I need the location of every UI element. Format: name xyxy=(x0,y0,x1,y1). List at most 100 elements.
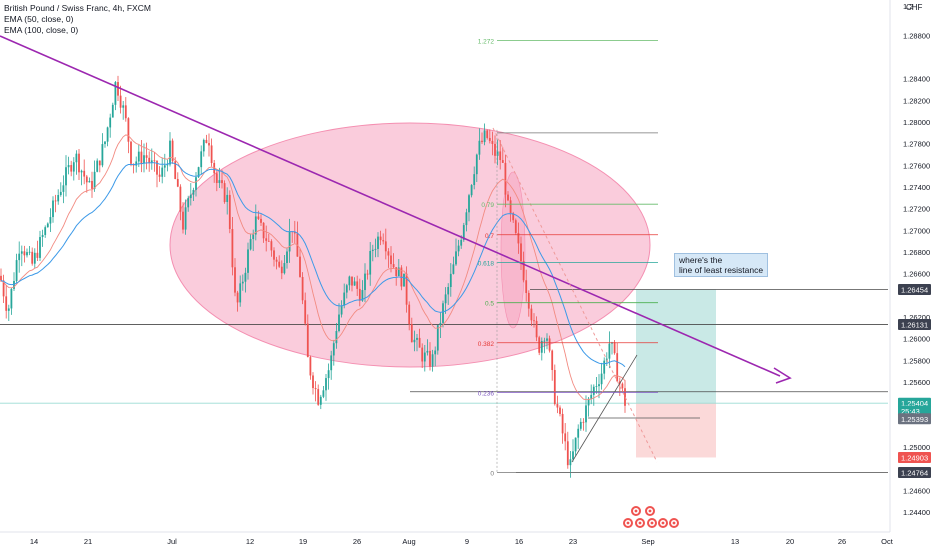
candle-body xyxy=(163,165,166,168)
time-tick-label: 16 xyxy=(515,537,523,546)
candle-body xyxy=(33,252,36,264)
time-tick-label: 23 xyxy=(569,537,577,546)
fib-label: 0.618 xyxy=(478,261,495,268)
fib-label: 0.382 xyxy=(478,341,495,348)
candle-body xyxy=(83,170,86,177)
candle xyxy=(236,290,239,312)
candle xyxy=(371,244,374,262)
candle-body xyxy=(286,251,288,264)
candle-body xyxy=(481,140,483,143)
candle-body xyxy=(332,343,335,356)
candle xyxy=(517,222,520,254)
candle xyxy=(5,284,8,319)
price-tag: 1.24903 xyxy=(898,451,931,463)
candle-body xyxy=(501,160,504,163)
price-tag: 1.26131 xyxy=(898,318,931,330)
price-tag: 1.26454 xyxy=(898,283,931,295)
candle xyxy=(514,218,517,235)
time-tick-label: 21 xyxy=(84,537,92,546)
candle xyxy=(421,343,424,369)
candle xyxy=(478,128,481,160)
candle xyxy=(31,247,34,266)
candle-body xyxy=(371,249,374,252)
candle xyxy=(418,328,421,348)
candle xyxy=(382,233,385,245)
candle xyxy=(104,140,106,148)
price-tag: 1.25393 xyxy=(898,413,931,425)
candle xyxy=(267,233,270,242)
fib-level: 0 xyxy=(490,471,658,478)
candle xyxy=(577,424,580,449)
candle-body xyxy=(210,145,213,163)
candle-body xyxy=(499,151,502,161)
annotation-note[interactable]: where's the line of least resistance xyxy=(674,253,769,277)
candle-body xyxy=(374,248,377,250)
candle-body xyxy=(46,223,49,228)
ema100-line xyxy=(0,162,626,368)
candle xyxy=(624,380,626,413)
candle-body xyxy=(75,153,78,163)
candle xyxy=(353,277,356,286)
candle xyxy=(390,246,392,273)
candle xyxy=(559,405,561,417)
candle xyxy=(343,283,346,309)
candle xyxy=(527,290,530,317)
candle xyxy=(345,283,348,299)
candle-body xyxy=(39,237,41,258)
candle xyxy=(535,316,538,342)
candle-body xyxy=(299,256,301,277)
candle-body xyxy=(23,251,26,256)
candle-body xyxy=(88,180,91,183)
price-tick-label: 1.25600 xyxy=(903,378,930,387)
candle-body xyxy=(579,421,582,429)
candle xyxy=(13,272,15,291)
candle xyxy=(325,374,327,401)
candle xyxy=(270,239,273,257)
candle xyxy=(413,330,416,352)
candle-body xyxy=(322,390,325,397)
event-flag-dot xyxy=(638,521,642,525)
candle-body xyxy=(348,276,351,286)
candle xyxy=(507,191,509,202)
candle-body xyxy=(556,404,559,408)
candle xyxy=(330,350,333,380)
candle-body xyxy=(566,441,569,466)
price-tag-label: 1.26131 xyxy=(901,320,928,329)
candle xyxy=(85,174,88,193)
fib-label: 0.236 xyxy=(478,390,495,397)
candle-body xyxy=(436,325,439,351)
candle xyxy=(59,182,62,197)
candle-body xyxy=(65,167,67,186)
candle xyxy=(18,241,21,273)
candle-body xyxy=(598,384,600,387)
candle-body xyxy=(416,337,418,340)
candle-body xyxy=(223,183,226,202)
candle-body xyxy=(551,350,554,371)
price-tick-label: 1.27000 xyxy=(903,226,930,235)
candle-body xyxy=(585,405,587,423)
candle xyxy=(356,275,359,297)
candle-body xyxy=(117,82,119,96)
candle xyxy=(52,196,54,223)
candle xyxy=(533,313,535,328)
price-tick-label: 1.27800 xyxy=(903,140,930,149)
candle-body xyxy=(166,164,169,166)
event-flag-icon xyxy=(631,506,641,516)
candle xyxy=(465,208,468,232)
candle-body xyxy=(369,251,372,275)
candle-body xyxy=(70,165,73,172)
candle-body xyxy=(218,180,221,183)
time-tick-label: 13 xyxy=(731,537,739,546)
candle xyxy=(410,317,413,343)
candle xyxy=(299,248,301,278)
fib-level: 0.79 xyxy=(481,202,658,209)
candle-body xyxy=(7,308,10,311)
candle xyxy=(2,274,5,303)
candle xyxy=(379,230,382,246)
candle xyxy=(67,156,70,175)
event-icons xyxy=(623,506,679,528)
candle xyxy=(348,275,351,291)
candle xyxy=(548,335,551,353)
candle xyxy=(520,236,522,270)
